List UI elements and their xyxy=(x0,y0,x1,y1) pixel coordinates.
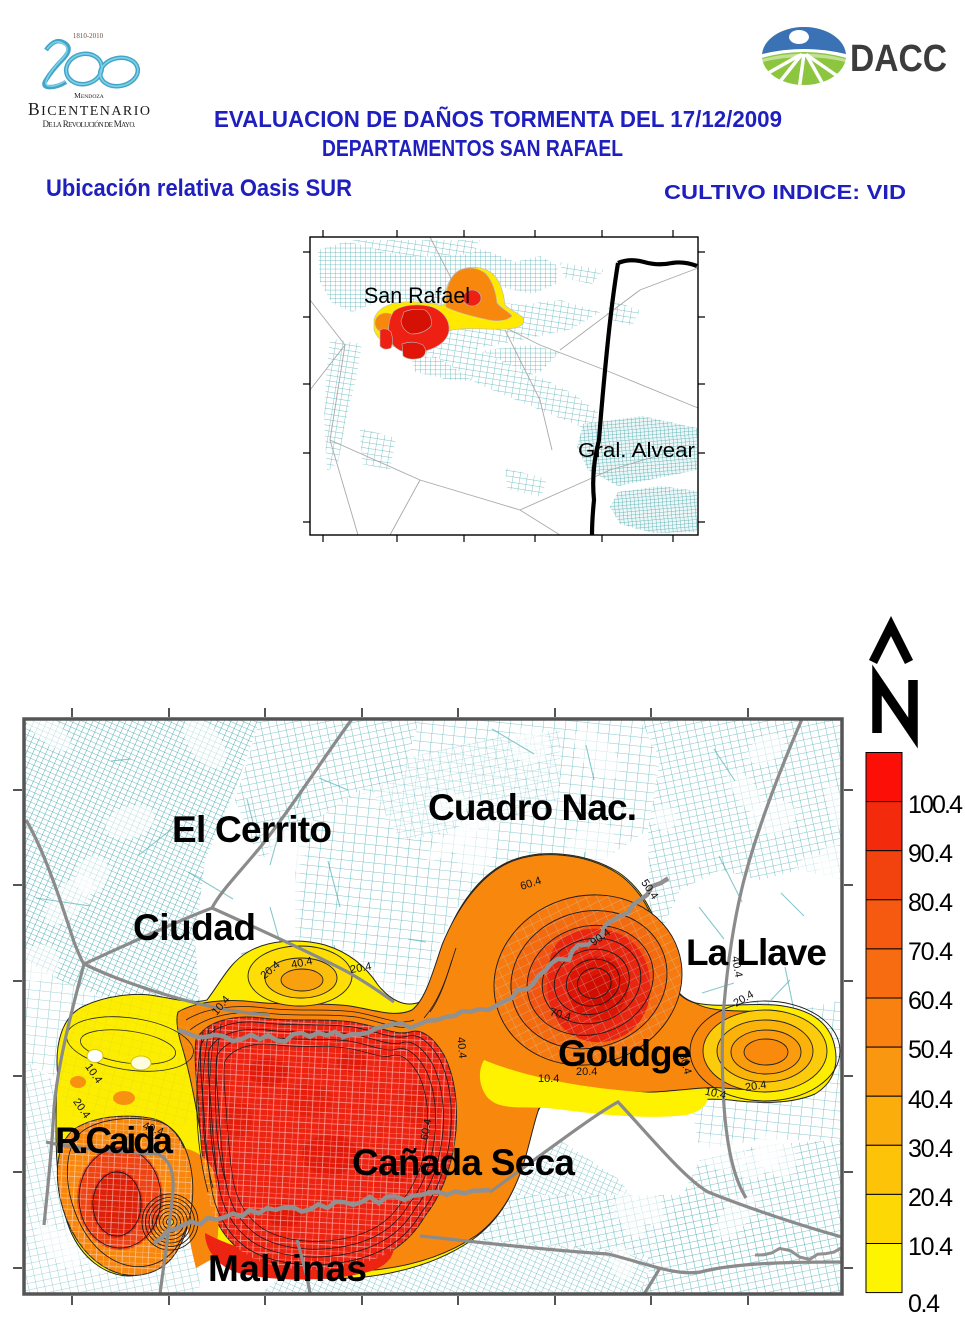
svg-text:40.4: 40.4 xyxy=(290,955,313,971)
svg-text:R.Caida: R.Caida xyxy=(55,1120,173,1161)
svg-text:20.4: 20.4 xyxy=(908,1184,953,1212)
svg-text:0.4: 0.4 xyxy=(908,1290,940,1315)
svg-text:DEPARTAMENTOS SAN RAFAEL: DEPARTAMENTOS SAN RAFAEL xyxy=(322,135,623,161)
svg-text:30.4: 30.4 xyxy=(676,1052,693,1076)
svg-text:BICENTENARIO: BICENTENARIO xyxy=(28,99,150,119)
svg-text:100.4: 100.4 xyxy=(908,791,963,819)
svg-text:20.4: 20.4 xyxy=(744,1079,767,1094)
svg-text:CULTIVO INDICE: VID: CULTIVO INDICE: VID xyxy=(664,182,906,204)
svg-text:DACC: DACC xyxy=(850,38,947,80)
svg-text:60.4: 60.4 xyxy=(419,1118,435,1141)
svg-text:Ubicación relativa Oasis SUR: Ubicación relativa Oasis SUR xyxy=(46,175,352,202)
svg-text:San Rafael: San Rafael xyxy=(364,283,470,308)
svg-text:DE LA REVOLUCIÓN DE MAYO.: DE LA REVOLUCIÓN DE MAYO. xyxy=(43,119,136,129)
svg-text:40.4: 40.4 xyxy=(454,1037,468,1059)
svg-text:20.4: 20.4 xyxy=(349,961,372,977)
svg-text:1810-2010: 1810-2010 xyxy=(73,32,104,40)
svg-text:80.4: 80.4 xyxy=(908,889,953,917)
svg-text:70.4: 70.4 xyxy=(908,938,953,966)
svg-text:Malvinas: Malvinas xyxy=(208,1248,367,1289)
svg-text:El Cerrito: El Cerrito xyxy=(172,809,332,850)
svg-text:50.4: 50.4 xyxy=(908,1036,953,1064)
svg-text:90.4: 90.4 xyxy=(908,840,953,868)
svg-text:20.4: 20.4 xyxy=(576,1066,597,1078)
svg-text:40.4: 40.4 xyxy=(729,955,745,978)
svg-text:La Llave: La Llave xyxy=(686,932,827,973)
svg-text:Goudge: Goudge xyxy=(558,1033,692,1074)
svg-text:Cuadro Nac.: Cuadro Nac. xyxy=(428,787,637,828)
svg-text:Gral. Alvear: Gral. Alvear xyxy=(578,440,695,462)
svg-text:10.4: 10.4 xyxy=(704,1086,727,1102)
svg-text:10.4: 10.4 xyxy=(908,1233,953,1261)
svg-text:Ciudad: Ciudad xyxy=(133,907,256,948)
svg-text:MENDOZA: MENDOZA xyxy=(74,91,104,100)
svg-text:60.4: 60.4 xyxy=(908,987,953,1015)
svg-text:70.4: 70.4 xyxy=(548,1006,572,1023)
svg-text:40.4: 40.4 xyxy=(908,1086,953,1114)
svg-text:30.4: 30.4 xyxy=(908,1135,953,1163)
svg-text:Cañada Seca: Cañada Seca xyxy=(352,1142,575,1183)
svg-text:EVALUACION DE DAÑOS TORMENTA D: EVALUACION DE DAÑOS TORMENTA DEL 17/12/2… xyxy=(214,105,782,132)
svg-text:10.4: 10.4 xyxy=(538,1073,559,1085)
